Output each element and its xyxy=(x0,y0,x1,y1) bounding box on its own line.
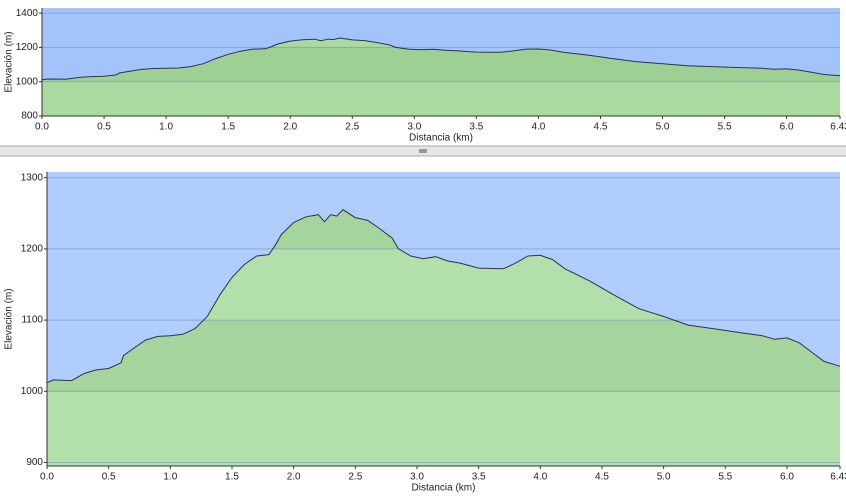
x-tick-label: 1.0 xyxy=(163,472,177,483)
x-tick-label: 2.0 xyxy=(283,122,297,133)
x-axis-label: Distancia (km) xyxy=(409,133,473,144)
x-tick-label: 0.0 xyxy=(40,472,54,483)
elevation-line xyxy=(41,37,841,81)
x-tick-label: 3.0 xyxy=(410,472,424,483)
y-tick-label: 1000 xyxy=(21,386,44,397)
y-tick-label: 1300 xyxy=(21,172,44,183)
x-tick-label: 6.0 xyxy=(780,122,794,133)
y-axis-label: Elevación (m) xyxy=(4,288,15,349)
x-tick-label: 4.5 xyxy=(594,122,608,133)
x-tick-label: 2.5 xyxy=(348,472,362,483)
x-tick-label: 1.5 xyxy=(221,122,235,133)
x-tick-label: 6.43 xyxy=(830,122,846,133)
x-tick-label: 2.0 xyxy=(287,472,301,483)
y-tick-label: 1400 xyxy=(16,8,39,19)
y-tick-label: 900 xyxy=(26,457,43,468)
elevation-line xyxy=(46,209,841,384)
y-tick-label: 1200 xyxy=(21,244,44,255)
x-tick-label: 0.5 xyxy=(102,472,116,483)
x-tick-label: 1.0 xyxy=(159,122,173,133)
x-tick-label: 3.5 xyxy=(469,122,483,133)
x-tick-label: 5.5 xyxy=(718,472,732,483)
x-axis-label: Distancia (km) xyxy=(412,483,476,494)
x-tick-label: 0.5 xyxy=(97,122,111,133)
y-tick-label: 1200 xyxy=(16,42,39,53)
x-tick-label: 0.0 xyxy=(35,122,49,133)
y-tick-label: 1100 xyxy=(21,315,43,326)
x-tick-label: 3.5 xyxy=(472,472,486,483)
splitter-handle[interactable] xyxy=(419,149,427,153)
y-axis-label: Elevación (m) xyxy=(4,31,15,92)
y-tick-label: 1000 xyxy=(16,76,39,87)
x-tick-label: 5.0 xyxy=(656,122,670,133)
x-tick-label: 4.5 xyxy=(595,472,609,483)
x-tick-label: 5.5 xyxy=(718,122,732,133)
x-tick-label: 4.0 xyxy=(531,122,545,133)
x-tick-label: 1.5 xyxy=(225,472,239,483)
x-tick-label: 5.0 xyxy=(657,472,671,483)
x-tick-label: 4.0 xyxy=(533,472,547,483)
x-tick-label: 3.0 xyxy=(407,122,421,133)
x-tick-label: 6.0 xyxy=(780,472,794,483)
x-tick-label: 2.5 xyxy=(345,122,359,133)
y-tick-label: 800 xyxy=(21,111,38,122)
elevation-area xyxy=(42,38,840,116)
x-tick-label: 6.43 xyxy=(830,472,846,483)
elevation-area xyxy=(47,209,840,466)
